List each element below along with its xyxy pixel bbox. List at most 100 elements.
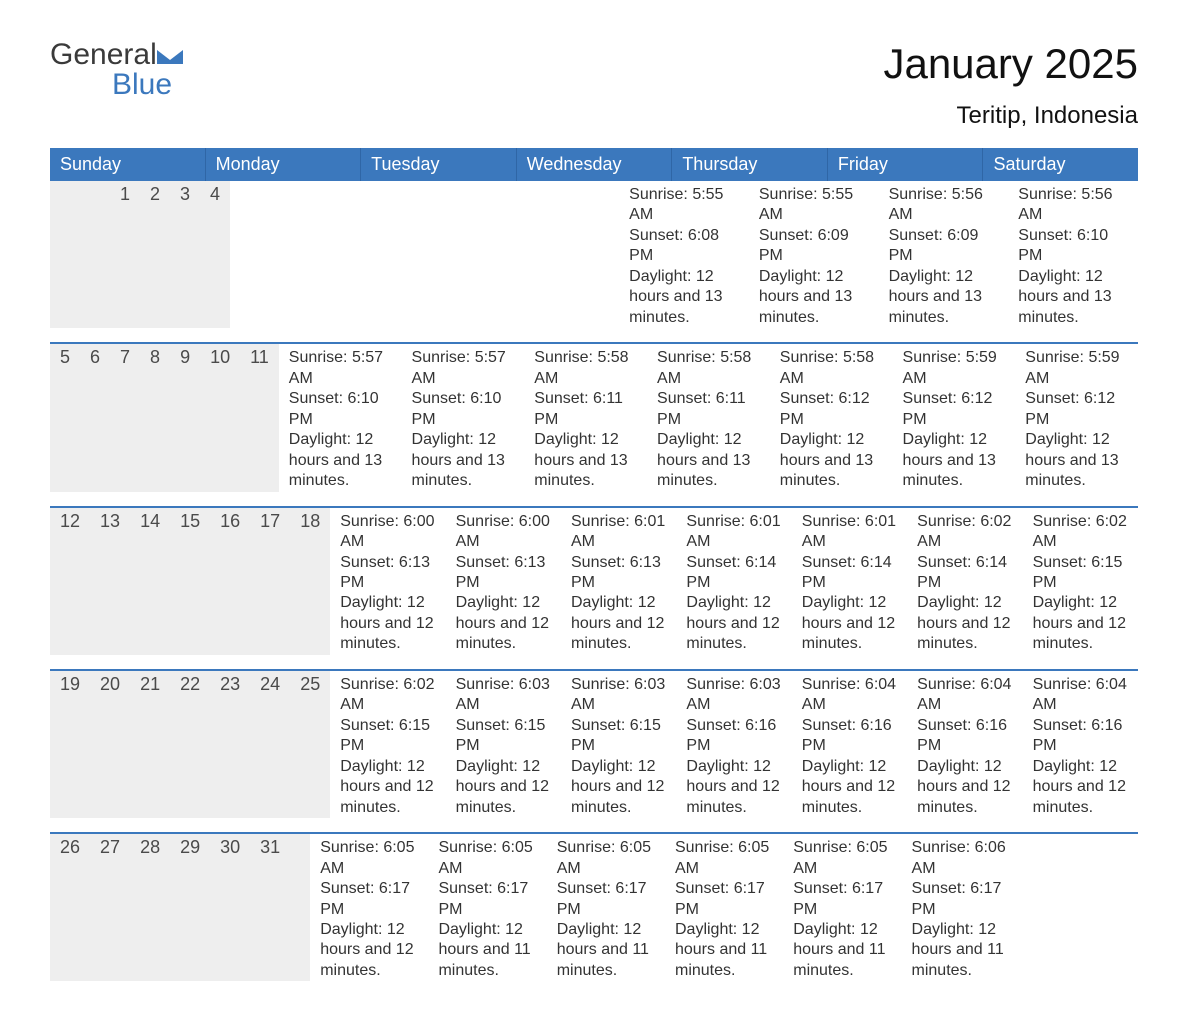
sunset-text: Sunset: 6:16 PM	[1033, 716, 1128, 757]
day-number: 19	[50, 671, 90, 818]
sunset-text: Sunset: 6:17 PM	[320, 879, 418, 920]
sunset-text: Sunset: 6:17 PM	[912, 879, 1010, 920]
sunset-text: Sunset: 6:15 PM	[340, 716, 435, 757]
day-number: 14	[130, 508, 170, 655]
day-number: 2	[140, 181, 170, 328]
daylight-text: Daylight: 12 hours and 12 minutes.	[456, 593, 551, 654]
daylight-text: Daylight: 12 hours and 13 minutes.	[534, 430, 637, 491]
day-number: 13	[90, 508, 130, 655]
calendar-day: Sunrise: 5:58 AMSunset: 6:12 PMDaylight:…	[770, 344, 893, 491]
sunrise-text: Sunrise: 6:05 AM	[557, 838, 655, 879]
sunrise-text: Sunrise: 6:02 AM	[917, 512, 1012, 553]
calendar-week: 262728293031Sunrise: 6:05 AMSunset: 6:17…	[50, 832, 1138, 981]
sunrise-text: Sunrise: 6:04 AM	[917, 675, 1012, 716]
daylight-text: Daylight: 12 hours and 12 minutes.	[456, 757, 551, 818]
calendar-week: 19202122232425Sunrise: 6:02 AMSunset: 6:…	[50, 669, 1138, 818]
sunset-text: Sunset: 6:13 PM	[571, 553, 666, 594]
sunset-text: Sunset: 6:09 PM	[759, 226, 869, 267]
day-number: 4	[200, 181, 230, 328]
calendar-day: Sunrise: 5:58 AMSunset: 6:11 PMDaylight:…	[524, 344, 647, 491]
day-number: 8	[140, 344, 170, 491]
sunset-text: Sunset: 6:11 PM	[534, 389, 637, 430]
day-details: Sunrise: 6:03 AMSunset: 6:15 PMDaylight:…	[446, 671, 561, 818]
daylight-text: Daylight: 12 hours and 12 minutes.	[1033, 757, 1128, 818]
sunset-text: Sunset: 6:15 PM	[1033, 553, 1128, 594]
sunset-text: Sunset: 6:17 PM	[793, 879, 891, 920]
sunset-text: Sunset: 6:12 PM	[903, 389, 1006, 430]
day-details: Sunrise: 5:58 AMSunset: 6:11 PMDaylight:…	[524, 344, 647, 491]
day-details: Sunrise: 6:05 AMSunset: 6:17 PMDaylight:…	[665, 834, 783, 981]
title-block: January 2025 Teritip, Indonesia	[883, 40, 1138, 130]
day-number: 12	[50, 508, 90, 655]
calendar-day: Sunrise: 5:57 AMSunset: 6:10 PMDaylight:…	[402, 344, 525, 491]
sunset-text: Sunset: 6:10 PM	[412, 389, 515, 430]
weekday-header: Sunday	[50, 148, 206, 181]
daylight-text: Daylight: 12 hours and 11 minutes.	[675, 920, 773, 981]
calendar-day: Sunrise: 6:02 AMSunset: 6:15 PMDaylight:…	[330, 671, 445, 818]
daylight-text: Daylight: 12 hours and 13 minutes.	[780, 430, 883, 491]
calendar-day: Sunrise: 6:05 AMSunset: 6:17 PMDaylight:…	[310, 834, 428, 981]
day-number: 30	[210, 834, 250, 981]
day-number-row: 1234	[50, 181, 230, 328]
day-number: 3	[170, 181, 200, 328]
daylight-text: Daylight: 12 hours and 11 minutes.	[793, 920, 891, 981]
weekday-header: Tuesday	[361, 148, 517, 181]
page-title: January 2025	[883, 40, 1138, 88]
calendar-day: Sunrise: 5:58 AMSunset: 6:11 PMDaylight:…	[647, 344, 770, 491]
calendar-day: Sunrise: 5:55 AMSunset: 6:08 PMDaylight:…	[619, 181, 749, 328]
day-number: 15	[170, 508, 210, 655]
day-number: 6	[80, 344, 110, 491]
day-number: 31	[250, 834, 290, 981]
sunset-text: Sunset: 6:17 PM	[675, 879, 773, 920]
calendar-day: Sunrise: 5:57 AMSunset: 6:10 PMDaylight:…	[279, 344, 402, 491]
day-details: Sunrise: 6:05 AMSunset: 6:17 PMDaylight:…	[547, 834, 665, 981]
weekday-header: Wednesday	[517, 148, 673, 181]
daylight-text: Daylight: 12 hours and 13 minutes.	[629, 267, 739, 328]
day-details: Sunrise: 6:00 AMSunset: 6:13 PMDaylight:…	[446, 508, 561, 655]
calendar-body: 1234Sunrise: 5:55 AMSunset: 6:08 PMDayli…	[50, 181, 1138, 981]
day-body-row: Sunrise: 6:02 AMSunset: 6:15 PMDaylight:…	[330, 671, 1138, 818]
day-number-row: 262728293031	[50, 834, 310, 981]
calendar-day: Sunrise: 6:06 AMSunset: 6:17 PMDaylight:…	[902, 834, 1020, 981]
day-number	[90, 181, 110, 328]
sunset-text: Sunset: 6:08 PM	[629, 226, 739, 267]
sunrise-text: Sunrise: 5:56 AM	[889, 185, 999, 226]
calendar-week: 12131415161718Sunrise: 6:00 AMSunset: 6:…	[50, 506, 1138, 655]
calendar-day: Sunrise: 6:03 AMSunset: 6:15 PMDaylight:…	[561, 671, 676, 818]
sunrise-text: Sunrise: 6:05 AM	[793, 838, 891, 879]
daylight-text: Daylight: 12 hours and 12 minutes.	[340, 593, 435, 654]
daylight-text: Daylight: 12 hours and 12 minutes.	[571, 593, 666, 654]
day-details: Sunrise: 5:55 AMSunset: 6:09 PMDaylight:…	[749, 181, 879, 328]
day-number	[70, 181, 90, 328]
sunset-text: Sunset: 6:14 PM	[686, 553, 781, 594]
sunset-text: Sunset: 6:12 PM	[780, 389, 883, 430]
day-details: Sunrise: 6:02 AMSunset: 6:15 PMDaylight:…	[1023, 508, 1138, 655]
daylight-text: Daylight: 12 hours and 12 minutes.	[1033, 593, 1128, 654]
daylight-text: Daylight: 12 hours and 12 minutes.	[802, 757, 897, 818]
day-details: Sunrise: 6:00 AMSunset: 6:13 PMDaylight:…	[330, 508, 445, 655]
daylight-text: Daylight: 12 hours and 13 minutes.	[412, 430, 515, 491]
page-subtitle: Teritip, Indonesia	[883, 102, 1138, 130]
daylight-text: Daylight: 12 hours and 12 minutes.	[320, 920, 418, 981]
day-number: 23	[210, 671, 250, 818]
day-body-row: Sunrise: 6:05 AMSunset: 6:17 PMDaylight:…	[310, 834, 1138, 981]
daylight-text: Daylight: 12 hours and 12 minutes.	[917, 593, 1012, 654]
sunset-text: Sunset: 6:10 PM	[289, 389, 392, 430]
brand-word-1: General	[50, 38, 157, 71]
calendar-day: Sunrise: 6:01 AMSunset: 6:14 PMDaylight:…	[792, 508, 907, 655]
sunrise-text: Sunrise: 6:02 AM	[340, 675, 435, 716]
sunset-text: Sunset: 6:15 PM	[456, 716, 551, 757]
sunrise-text: Sunrise: 6:02 AM	[1033, 512, 1128, 553]
day-details: Sunrise: 6:02 AMSunset: 6:14 PMDaylight:…	[907, 508, 1022, 655]
sunrise-text: Sunrise: 6:00 AM	[340, 512, 435, 553]
calendar-day: Sunrise: 6:05 AMSunset: 6:17 PMDaylight:…	[665, 834, 783, 981]
calendar-day: Sunrise: 5:56 AMSunset: 6:09 PMDaylight:…	[879, 181, 1009, 328]
weekday-header: Saturday	[983, 148, 1138, 181]
day-number: 10	[200, 344, 240, 491]
day-details: Sunrise: 6:01 AMSunset: 6:14 PMDaylight:…	[792, 508, 907, 655]
sunset-text: Sunset: 6:10 PM	[1018, 226, 1128, 267]
day-details: Sunrise: 6:06 AMSunset: 6:17 PMDaylight:…	[902, 834, 1020, 981]
calendar-day: Sunrise: 6:05 AMSunset: 6:17 PMDaylight:…	[547, 834, 665, 981]
brand-word-2: Blue	[112, 68, 172, 101]
day-details: Sunrise: 5:59 AMSunset: 6:12 PMDaylight:…	[1015, 344, 1138, 491]
